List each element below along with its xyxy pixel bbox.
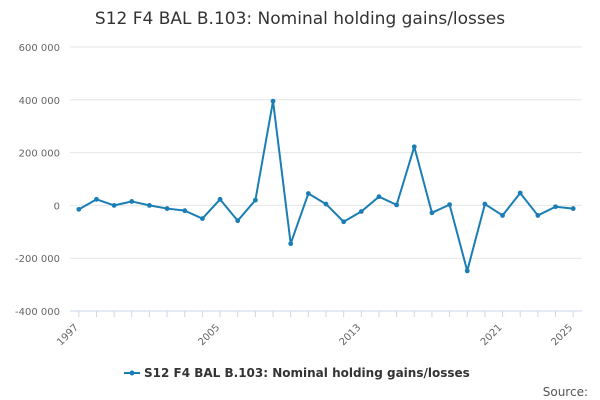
data-point[interactable]	[323, 201, 329, 207]
legend-point-marker	[129, 370, 135, 376]
data-point[interactable]	[394, 202, 400, 208]
legend-label: S12 F4 BAL B.103: Nominal holding gains/…	[144, 366, 470, 380]
y-tick-label: -200 000	[15, 254, 60, 265]
data-point[interactable]	[217, 196, 223, 202]
data-point[interactable]	[482, 201, 488, 207]
data-point[interactable]	[570, 206, 576, 211]
data-point[interactable]	[341, 219, 347, 225]
data-point[interactable]	[429, 210, 435, 216]
x-tick-label: 2021	[479, 322, 505, 348]
data-point[interactable]	[464, 268, 470, 274]
y-tick-label: 400 000	[19, 96, 60, 107]
data-point[interactable]	[129, 199, 135, 204]
series-line[interactable]	[77, 100, 575, 272]
data-point[interactable]	[517, 190, 523, 196]
data-point[interactable]	[358, 209, 364, 214]
y-tick-label: 200 000	[19, 149, 60, 160]
data-point[interactable]	[500, 213, 505, 218]
data-point[interactable]	[376, 194, 382, 200]
data-point[interactable]	[305, 191, 311, 196]
x-tick-label: 2005	[196, 322, 222, 348]
source-label: Source:	[543, 385, 588, 399]
grid-lines	[70, 46, 582, 312]
chart-title: S12 F4 BAL B.103: Nominal holding gains/…	[95, 9, 505, 29]
series-layer	[76, 98, 576, 274]
data-point[interactable]	[553, 204, 558, 210]
data-point[interactable]	[111, 203, 117, 208]
data-point[interactable]	[94, 196, 99, 202]
data-point[interactable]	[200, 216, 205, 222]
y-tick-label: -400 000	[15, 307, 60, 318]
data-point[interactable]	[447, 202, 452, 208]
x-tick-label: 2025	[550, 322, 576, 348]
axes: 600 000 400 000 200 000 0 -200 000 -400 000 19…	[15, 43, 582, 348]
data-point[interactable]	[252, 197, 258, 203]
data-point[interactable]	[411, 144, 417, 150]
data-point[interactable]	[164, 206, 170, 211]
data-point[interactable]	[147, 203, 152, 208]
data-point[interactable]	[235, 218, 241, 224]
x-tick-label: 2013	[338, 322, 364, 348]
x-tick-label: 1997	[55, 322, 81, 348]
y-tick-label: 0	[54, 201, 60, 212]
data-point[interactable]	[270, 98, 276, 104]
data-point[interactable]	[182, 208, 188, 214]
data-point[interactable]	[535, 213, 541, 218]
data-point[interactable]	[76, 206, 82, 212]
data-point[interactable]	[288, 241, 294, 247]
legend[interactable]: S12 F4 BAL B.103: Nominal holding gains/…	[124, 366, 470, 380]
y-tick-label: 600 000	[19, 43, 60, 54]
